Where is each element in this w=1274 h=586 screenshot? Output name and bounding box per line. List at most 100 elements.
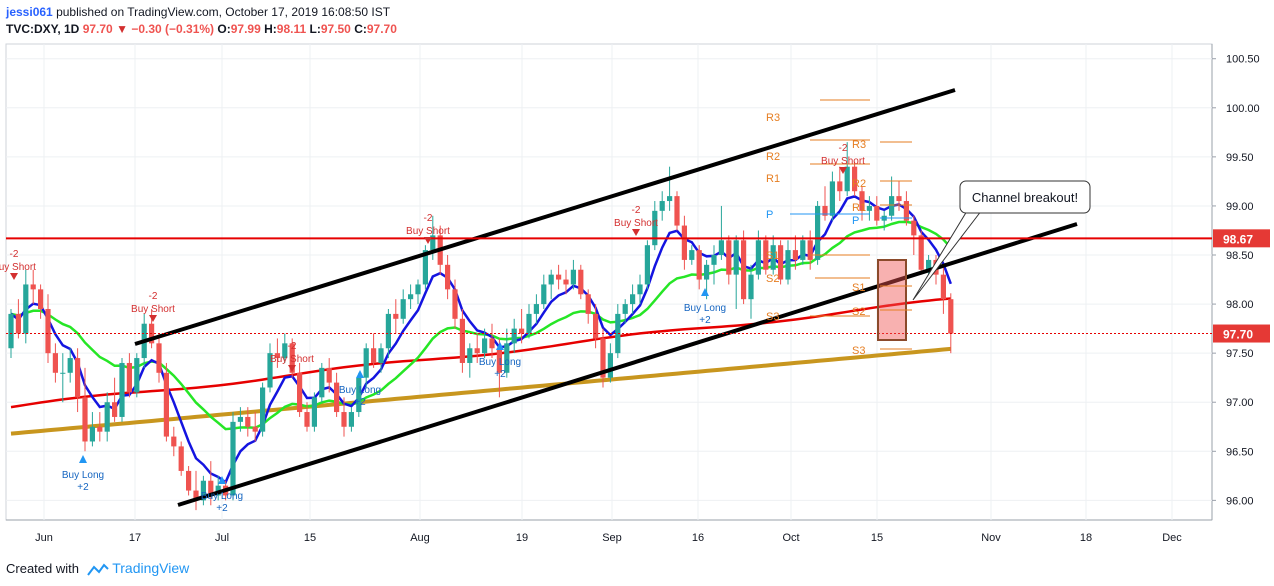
candle-body: [659, 201, 665, 211]
pivot-label: R3: [852, 139, 866, 151]
candle-body: [252, 426, 258, 432]
candle-body: [60, 372, 66, 374]
candle-body: [445, 264, 451, 290]
candle-body: [548, 274, 554, 285]
candle-body: [245, 416, 251, 427]
candle-body: [526, 313, 532, 334]
pivot-label: P: [766, 209, 773, 221]
signal-qty-label: -2: [10, 249, 19, 260]
y-tick-label: 100.50: [1226, 54, 1260, 66]
candle-body: [482, 338, 488, 354]
buy-short-label: Buy Short: [821, 156, 865, 167]
candle-body: [763, 240, 769, 270]
price-axis[interactable]: 100.50 100.00 99.50 99.00 98.50 98.00 97.50 97.…: [1212, 54, 1260, 508]
candle-body: [378, 348, 384, 363]
long-arrow-icon: [356, 370, 364, 378]
candle-body: [704, 264, 710, 280]
candles: [8, 142, 954, 511]
candle-body: [822, 205, 828, 216]
price-change: −0.30 (−0.31%): [131, 22, 215, 36]
breakout-box: [877, 259, 907, 341]
x-tick-label: 16: [692, 532, 704, 544]
candle-body: [319, 367, 325, 398]
candle-body: [171, 436, 177, 447]
time-axis[interactable]: Jun 17 Jul 15 Aug 19 Sep 16 Oct 15 Nov 18 Dec: [35, 532, 1182, 544]
pivot-label: S1: [766, 250, 779, 262]
candle-body: [918, 235, 924, 270]
candle-body: [644, 245, 650, 285]
author-link[interactable]: jessi061: [6, 5, 53, 19]
candle-body: [38, 289, 44, 309]
candle-body: [903, 201, 909, 221]
candle-body: [67, 358, 73, 373]
candle-body: [859, 191, 865, 211]
channel-lower-line: [177, 222, 1078, 507]
open-label: O:: [217, 22, 231, 36]
candle-body: [570, 269, 576, 285]
signal-qty-label: +2: [699, 315, 711, 326]
y-tick-label: 97.50: [1226, 348, 1254, 360]
pivot-label: R2: [766, 151, 780, 163]
candle-body: [134, 358, 140, 393]
buy-long-label: Buy Long: [201, 491, 243, 502]
candle-body: [533, 304, 539, 314]
long-arrow-icon: [79, 455, 87, 463]
candle-body: [829, 181, 835, 216]
long-arrow-icon: [701, 288, 709, 296]
candle-body: [578, 269, 584, 295]
candle-body: [630, 294, 636, 305]
x-tick-label: Jun: [35, 532, 53, 544]
candle-body: [778, 245, 784, 280]
candle-body: [52, 353, 58, 373]
buy-long-label: Buy Long: [62, 470, 104, 481]
candle-body: [371, 348, 377, 363]
signal-qty-label: +2: [216, 503, 228, 514]
buy-short-label: Buy Short: [131, 304, 175, 315]
candle-body: [607, 353, 613, 378]
candle-body: [600, 338, 606, 378]
x-tick-label: Nov: [981, 532, 1001, 544]
x-tick-label: Jul: [215, 532, 229, 544]
candle-body: [119, 362, 125, 417]
channel-upper-line: [134, 88, 956, 346]
x-tick-label: 15: [304, 532, 316, 544]
tradingview-brand[interactable]: TradingView: [112, 560, 190, 576]
close-label: C:: [354, 22, 367, 36]
candle-body: [297, 372, 303, 413]
long-arrow-icon: [218, 476, 226, 484]
y-tick-label: 96.00: [1226, 495, 1254, 507]
candle-body: [741, 240, 747, 300]
candle-body: [356, 377, 362, 413]
y-tick-label: 99.50: [1226, 152, 1254, 164]
candle-body: [474, 348, 480, 354]
candle-body: [911, 220, 917, 236]
y-tick-label: 100.00: [1226, 103, 1260, 115]
close-value: 97.70: [366, 22, 397, 36]
short-arrow-icon: [839, 167, 847, 174]
candle-body: [415, 284, 421, 295]
candle-body: [186, 470, 192, 491]
candle-body: [193, 490, 199, 501]
symbol-label[interactable]: TVC:DXY, 1D: [6, 22, 80, 36]
low-label: L:: [309, 22, 321, 36]
candle-body: [23, 284, 29, 334]
x-tick-label: 17: [129, 532, 141, 544]
footer: Created with TradingView: [6, 560, 189, 577]
annotation-callout[interactable]: Channel breakout!: [912, 180, 1091, 301]
candle-body: [866, 205, 872, 211]
pivot-label: R3: [766, 112, 780, 124]
candle-body: [467, 348, 473, 363]
candle-body: [689, 250, 695, 260]
signal-qty-label: -2: [424, 213, 433, 224]
candle-body: [30, 284, 36, 290]
candle-body: [230, 421, 236, 496]
x-tick-label: Oct: [782, 532, 799, 544]
short-arrow-icon: [10, 273, 18, 280]
candle-body: [260, 387, 266, 432]
publish-header: jessi061 published on TradingView.com, O…: [6, 4, 390, 20]
x-tick-label: Aug: [410, 532, 430, 544]
signal-qty-label: +2: [77, 482, 89, 493]
pivot-label: R1: [852, 202, 866, 214]
candle-body: [112, 402, 118, 417]
